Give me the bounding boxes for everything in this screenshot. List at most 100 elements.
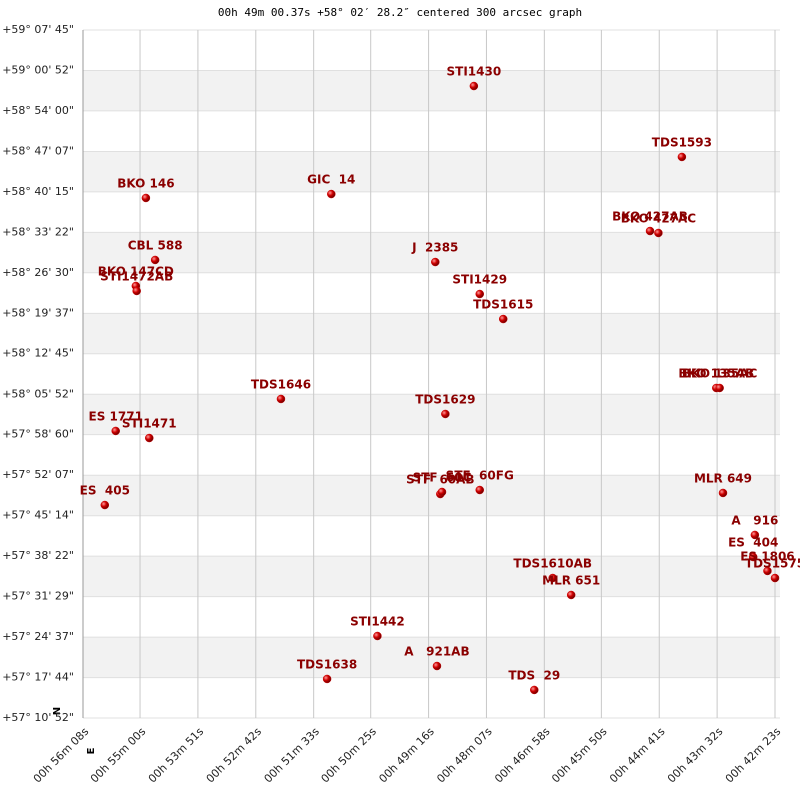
star-label: A 916 bbox=[731, 513, 778, 527]
y-tick-label: +58° 12' 45" bbox=[2, 347, 74, 360]
star-label: GIC 14 bbox=[307, 173, 355, 187]
star bbox=[322, 674, 332, 684]
star bbox=[276, 394, 286, 404]
star bbox=[548, 573, 557, 583]
star-label: BKO 135AC bbox=[682, 366, 758, 380]
star bbox=[750, 530, 760, 540]
star bbox=[498, 314, 508, 324]
compass-north: N bbox=[52, 707, 63, 715]
y-tick-label: +58° 54' 00" bbox=[2, 104, 74, 117]
star-label: BKO 427AB bbox=[612, 210, 688, 224]
star-label: TDS1575 bbox=[745, 557, 800, 571]
star-label: TDS1646 bbox=[251, 377, 311, 391]
star bbox=[431, 257, 440, 267]
x-tick-label: 00h 49m 16s bbox=[376, 725, 437, 786]
x-tick-label: 00h 53m 51s bbox=[146, 725, 207, 786]
y-tick-label: +57° 52' 07" bbox=[2, 468, 74, 481]
y-tick-label: +57° 24' 37" bbox=[2, 630, 74, 643]
star-label: TDS1615 bbox=[473, 298, 533, 312]
star bbox=[566, 590, 576, 600]
star-label: BKO 147CD bbox=[98, 264, 174, 278]
x-tick-label: 00h 42m 23s bbox=[723, 725, 784, 786]
star bbox=[373, 631, 382, 641]
x-tick-label: 00h 52m 42s bbox=[204, 725, 265, 786]
star-label: ES 404 bbox=[728, 536, 778, 550]
star bbox=[763, 566, 772, 576]
y-tick-label: +58° 47' 07" bbox=[2, 144, 74, 157]
star bbox=[469, 81, 479, 91]
grid-band bbox=[83, 70, 780, 111]
x-tick-label: 00h 48m 07s bbox=[434, 725, 495, 786]
grid-band bbox=[83, 475, 780, 516]
star-label: STI1442 bbox=[350, 614, 405, 628]
star bbox=[715, 383, 724, 393]
star-label: STI1429 bbox=[452, 272, 507, 286]
y-tick-label: +57° 45' 14" bbox=[2, 509, 74, 522]
star bbox=[100, 500, 110, 510]
star-label: BKO 135AB bbox=[678, 366, 754, 380]
star bbox=[530, 685, 539, 695]
star-label: STI1472AB bbox=[100, 269, 173, 283]
star bbox=[111, 426, 120, 436]
star bbox=[475, 485, 484, 495]
star bbox=[718, 488, 728, 498]
star bbox=[437, 487, 447, 497]
y-tick-label: +58° 33' 22" bbox=[2, 225, 74, 238]
x-tick-label: 00h 45m 50s bbox=[549, 725, 610, 786]
star-label: STI1471 bbox=[122, 417, 177, 431]
star bbox=[654, 228, 663, 238]
star-label: MLR 649 bbox=[694, 471, 752, 485]
star-label: ES 1806 bbox=[740, 549, 794, 563]
star-label: BKO 427AC bbox=[621, 211, 697, 225]
star-label: ES 405 bbox=[80, 484, 130, 498]
star bbox=[327, 189, 336, 199]
star-label: TDS1610AB bbox=[513, 557, 592, 571]
grid-band bbox=[83, 151, 780, 192]
x-tick-label: 00h 44m 41s bbox=[607, 725, 668, 786]
star bbox=[475, 289, 484, 299]
star-label: BKO 146 bbox=[117, 176, 174, 190]
star-label: MLR 651 bbox=[542, 573, 600, 587]
grid-band bbox=[83, 394, 780, 435]
y-tick-label: +57° 38' 22" bbox=[2, 549, 74, 562]
y-tick-label: +57° 10' 52" bbox=[2, 711, 74, 724]
star-label: TDS 29 bbox=[508, 668, 560, 682]
star bbox=[748, 552, 758, 562]
star bbox=[770, 573, 780, 583]
plot-area bbox=[83, 30, 780, 718]
star-label: TDS1629 bbox=[415, 392, 475, 406]
star bbox=[141, 193, 151, 203]
grid-band bbox=[83, 232, 780, 273]
star bbox=[432, 661, 442, 671]
star-label: ES 1771 bbox=[89, 409, 143, 423]
y-tick-label: +58° 19' 37" bbox=[2, 306, 74, 319]
star bbox=[145, 433, 154, 443]
grid-band bbox=[83, 313, 780, 354]
star-label: STF 60AB bbox=[406, 473, 475, 487]
star-label: A 921AB bbox=[404, 645, 469, 659]
star bbox=[441, 409, 450, 419]
star-label: STF 60C bbox=[413, 470, 472, 484]
star bbox=[132, 286, 141, 296]
y-tick-label: +58° 40' 15" bbox=[2, 185, 74, 198]
x-tick-label: 00h 56m 08s bbox=[31, 725, 92, 786]
y-tick-label: +58° 26' 30" bbox=[2, 266, 74, 279]
star bbox=[150, 255, 160, 265]
y-tick-label: +57° 31' 29" bbox=[2, 590, 74, 603]
compass-east: E bbox=[86, 747, 97, 754]
x-tick-label: 00h 46m 58s bbox=[492, 725, 553, 786]
star-label: J 2385 bbox=[411, 241, 458, 255]
y-tick-label: +59° 07' 45" bbox=[2, 23, 74, 36]
x-tick-label: 00h 50m 25s bbox=[319, 725, 380, 786]
y-tick-label: +58° 05' 52" bbox=[2, 387, 74, 400]
star bbox=[645, 226, 655, 236]
star-label: CBL 588 bbox=[128, 238, 183, 252]
grid-band bbox=[83, 637, 780, 678]
x-tick-label: 00h 51m 33s bbox=[262, 725, 323, 786]
star-label: STF 60FG bbox=[446, 469, 514, 483]
y-tick-label: +57° 17' 44" bbox=[2, 671, 74, 684]
star-label: STI1430 bbox=[447, 65, 502, 79]
y-tick-label: +57° 58' 60" bbox=[2, 428, 74, 441]
star-label: TDS1593 bbox=[652, 135, 712, 149]
x-tick-label: 00h 43m 32s bbox=[665, 725, 726, 786]
